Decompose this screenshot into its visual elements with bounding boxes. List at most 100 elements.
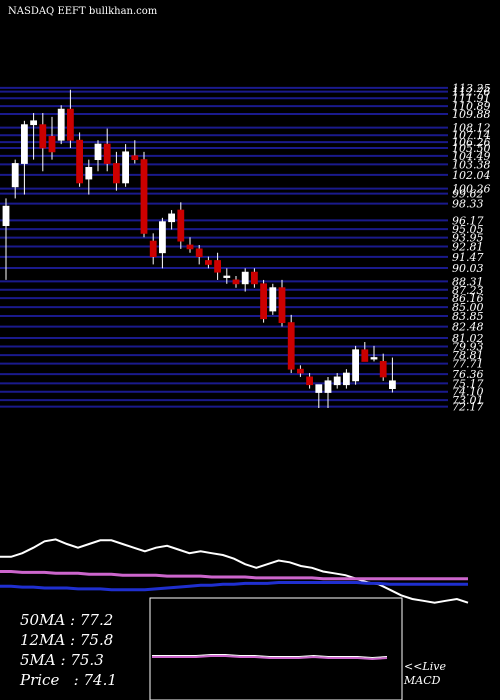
bull-candle [57,108,65,141]
bear-candle [177,209,185,242]
price-tick-label: 74.10 [452,386,484,399]
ma-pink-line [0,570,468,581]
candlestick-series [2,89,396,408]
indicator-panel [0,538,469,604]
ma-blue-line [0,581,468,592]
bear-candle [76,139,83,184]
price-tick-label: 102.04 [452,169,491,182]
price-tick-label: 108.12 [452,122,491,135]
bull-candle [370,357,378,360]
bear-candle [149,240,157,258]
price-tick-label: 92.81 [452,240,484,253]
bull-candle [2,205,10,226]
price-tick-label: 83.85 [452,310,484,323]
price-tick-label: 77.71 [452,358,484,371]
price-tick-label: 78.81 [452,349,484,362]
price-tick-label: 98.33 [452,198,484,211]
price-tick-label: 87.23 [452,284,484,297]
bear-candle [379,361,387,378]
bear-candle [67,108,74,141]
bear-candle [296,368,304,374]
price-tick-label: 93.95 [452,232,484,245]
bull-candle [333,376,341,386]
price-tick-label: 91.47 [452,251,484,264]
price-tick-label: 81.02 [452,332,484,345]
bear-candle [361,349,369,362]
price-tick-label: 112.76 [452,86,491,99]
ma-row-50: 50MA : 77.2 [20,611,114,629]
price-tick-label: 85.00 [452,301,484,314]
live-label: <<Live [404,660,446,673]
macd-panel [152,654,388,661]
macd-label: MACD [404,674,441,687]
price-tick-label: 106.26 [452,136,491,149]
bull-candle [241,271,249,285]
price-tick-label: 100.26 [452,183,491,196]
bear-candle [113,163,120,184]
bear-candle [131,155,139,161]
bear-candle [260,283,268,320]
bull-candle [85,166,93,180]
price-tick-label: 79.93 [452,340,484,353]
price-tick-label: 72.17 [452,401,484,414]
bear-candle [48,135,56,153]
price-axis-labels: 113.25112.76111.91110.89109.88108.12107.… [452,82,491,414]
price-tick-label: 113.25 [452,82,491,95]
price-tick-label: 90.03 [452,262,484,275]
bear-candle [204,260,212,265]
bull-candle [122,151,129,184]
macd-signal-line [152,655,388,661]
price-tick-label: 95.05 [452,223,484,236]
price-tick-label: 107.14 [452,129,491,142]
chart-title: NASDAQ EEFT bullkhan.com [8,6,158,17]
indicator-line [0,538,469,604]
bull-candle [315,384,323,393]
bear-candle [232,279,240,285]
macd-caption: <<Live MACD [404,660,446,688]
price-tick-label: 76.36 [452,368,484,381]
ma-row-5: 5MA : 75.3 [20,651,104,669]
price-tick-label: 86.16 [452,292,484,305]
ma-row-price: Price : 74.1 [20,671,117,689]
bear-candle [287,322,295,370]
price-tick-label: 103.38 [452,158,491,171]
price-tick-label: 73.01 [452,394,484,407]
bear-candle [103,143,111,164]
bull-candle [352,349,360,382]
bear-candle [278,287,286,324]
price-tick-label: 75.17 [452,377,484,390]
price-tick-label: 96.17 [452,214,484,227]
price-tick-label: 104.49 [452,150,491,163]
bull-candle [94,143,102,161]
bull-candle [11,163,19,188]
moving-average-legend: 50MA : 77.2 12MA : 75.8 5MA : 75.3 Price… [20,610,117,690]
bear-candle [195,248,203,258]
bear-candle [214,260,222,273]
bear-candle [250,271,258,285]
bull-candle [158,221,166,254]
bull-candle [342,372,350,386]
bear-candle [186,244,194,250]
ma-row-12: 12MA : 75.8 [20,631,114,649]
bull-candle [168,213,176,223]
price-tick-label: 105.50 [452,142,491,155]
bull-candle [388,380,396,389]
bear-candle [39,124,47,149]
bear-candle [140,159,148,234]
price-tick-label: 99.62 [452,188,484,201]
price-tick-label: 82.48 [452,321,484,334]
price-tick-label: 88.31 [452,275,484,288]
bull-candle [269,287,277,312]
macd-line [152,654,388,659]
bull-candle [30,120,38,126]
bull-candle [324,380,332,393]
price-tick-label: 109.88 [452,108,491,121]
price-tick-label: 110.89 [452,100,491,113]
price-tick-label: 111.91 [452,92,491,105]
macd-panel-frame [149,597,403,700]
price-grid [0,86,448,408]
bull-candle [223,275,231,278]
bull-candle [20,124,28,164]
bear-candle [306,376,314,386]
